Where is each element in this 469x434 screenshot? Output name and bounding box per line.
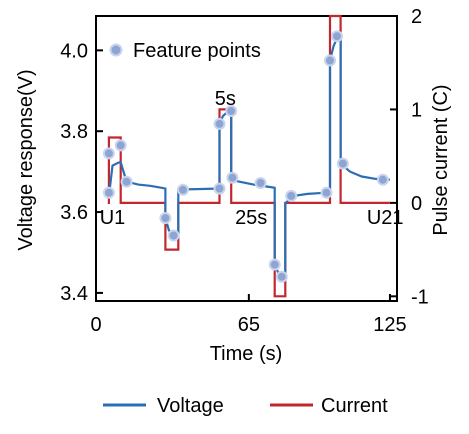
plot-frame: [95, 15, 398, 302]
y2-tick-label: 1: [411, 99, 422, 121]
legend-voltage-label: Voltage: [157, 395, 224, 417]
y2-tick-label: 0: [411, 193, 422, 215]
axis-ticks: 0 65 125 3.4 3.6 3.8 4.0 -1 0 1 2: [60, 6, 429, 336]
feature-point: [102, 186, 115, 199]
feature-point: [320, 186, 333, 199]
feature-point: [177, 183, 189, 196]
feature-point: [213, 182, 226, 195]
y2-tick-label: 2: [411, 6, 422, 28]
annotation-label: 5s: [215, 88, 236, 110]
feature-point: [324, 54, 336, 67]
feature-point: [114, 139, 127, 152]
feature-point: [213, 117, 226, 130]
feature-point: [285, 189, 298, 202]
feature-points: [102, 30, 389, 283]
annotations: U1 5s 25s U21: [100, 88, 404, 229]
feature-point: [102, 147, 115, 160]
annotation-label: U21: [367, 207, 404, 229]
legend-current-label: Current: [321, 395, 388, 417]
feature-point: [376, 173, 389, 186]
y-tick-label: 4.0: [60, 40, 88, 62]
feature-point: [268, 258, 281, 271]
feature-point: [254, 177, 267, 189]
x-tick-label: 0: [90, 314, 101, 336]
annotation-label: 25s: [235, 207, 267, 229]
feature-points-legend: Feature points: [109, 40, 261, 62]
feature-point: [225, 105, 238, 117]
feature-point: [120, 175, 133, 188]
voltage-line: [107, 34, 390, 281]
feature-point: [331, 30, 343, 43]
feature-point: [336, 157, 349, 170]
feature-points-label: Feature points: [133, 40, 261, 62]
y-axis-title: Voltage response(V): [15, 69, 37, 250]
y-tick-label: 3.4: [60, 283, 88, 305]
legend: Voltage Current: [103, 395, 388, 417]
plot-area: [95, 15, 398, 302]
voltage-series: [107, 34, 390, 281]
annotation-label: U1: [100, 207, 126, 229]
feature-point-marker: [109, 43, 123, 57]
x-tick-label: 125: [373, 314, 406, 336]
y2-tick-label: -1: [411, 286, 429, 308]
y-tick-label: 3.6: [60, 202, 88, 224]
x-tick-label: 65: [238, 314, 260, 336]
feature-point: [226, 171, 239, 184]
y-tick-label: 3.8: [60, 121, 88, 143]
feature-point: [275, 270, 288, 283]
x-axis-title: Time (s): [210, 343, 283, 365]
feature-point: [159, 212, 172, 225]
y2-axis-title: Pulse current (C): [430, 84, 452, 235]
feature-point: [167, 229, 180, 242]
